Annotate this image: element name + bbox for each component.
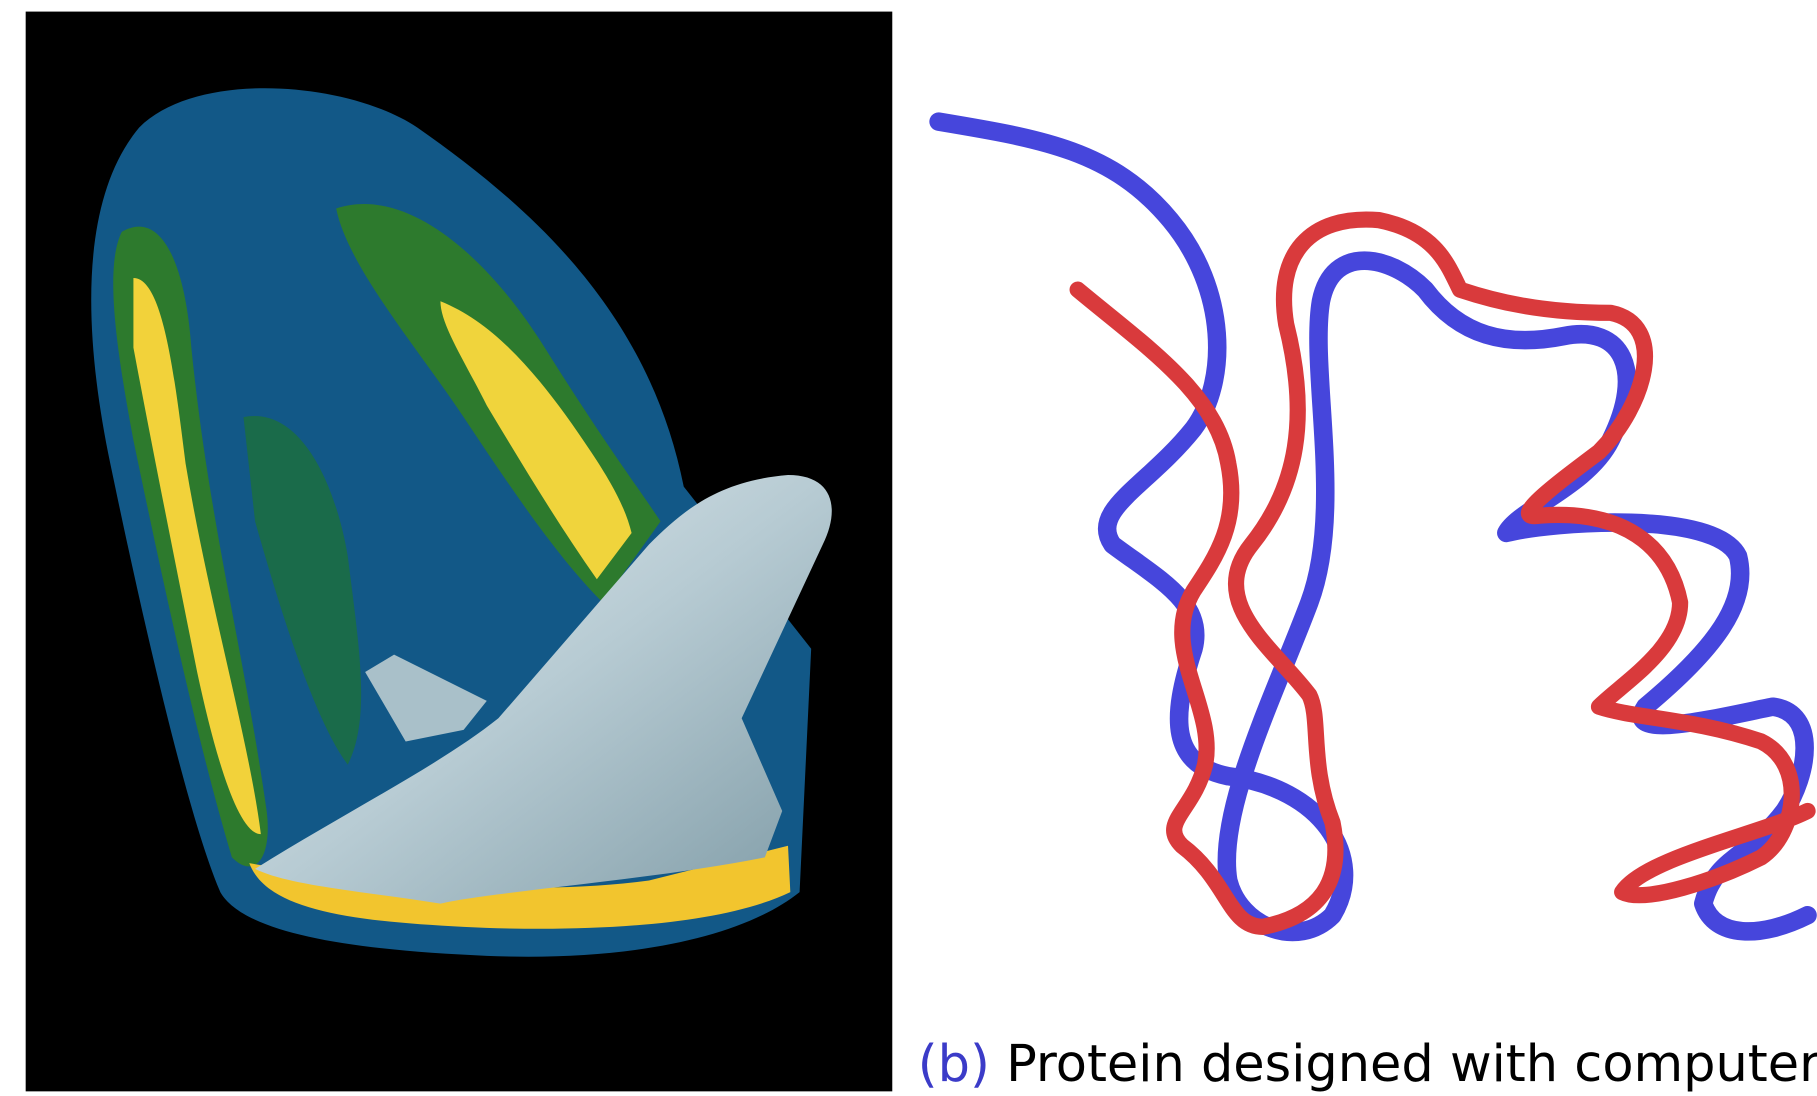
shuttle-panel bbox=[26, 12, 893, 1092]
caption-label: (b) bbox=[918, 1035, 990, 1094]
blue-ribbon bbox=[939, 122, 1808, 932]
red-ribbon bbox=[1078, 220, 1808, 927]
figure: (b) Protein designed with computer aid bbox=[0, 0, 1817, 1096]
protein-panel bbox=[939, 122, 1808, 932]
caption-text: Protein designed with computer aid bbox=[1006, 1035, 1817, 1094]
page: (b) Protein designed with computer aid (… bbox=[0, 0, 1817, 1096]
caption: (b) Protein designed with computer aid bbox=[918, 1035, 1817, 1094]
